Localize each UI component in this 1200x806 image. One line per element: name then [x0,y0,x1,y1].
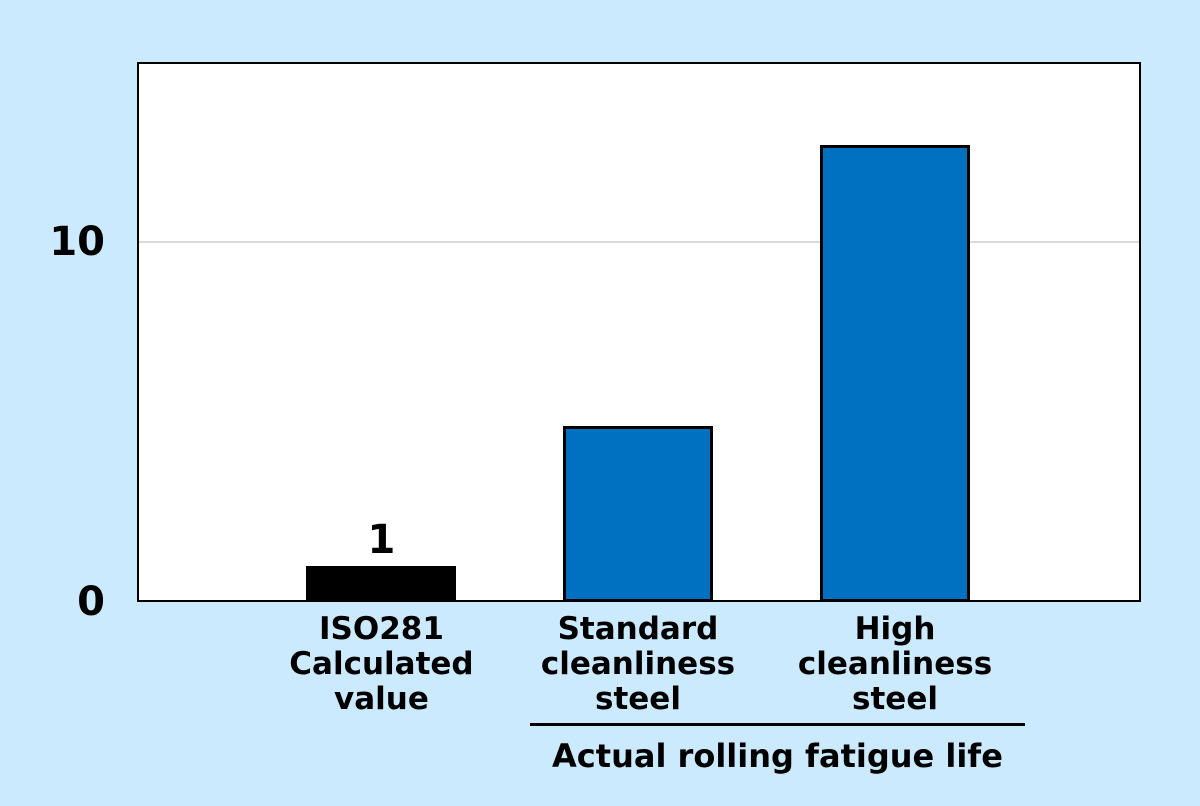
y-axis-tick-label-10: 10 [49,219,105,265]
bar-iso281-calculated-value [306,566,457,602]
bar-value-label-iso281-calculated-value: 1 [367,517,396,563]
bar-standard-cleanliness-steel [562,425,713,602]
gridline-10 [139,241,1139,243]
bar-high-cleanliness-steel [820,144,971,602]
x-axis-category-label-iso281-calculated-value: ISO281 Calculated value [289,611,474,717]
group-annotation-underline [529,723,1026,726]
x-axis-category-label-standard-cleanliness-steel: Standard cleanliness steel [540,611,736,717]
y-axis-tick-label-0: 0 [77,579,105,625]
x-axis-category-label-high-cleanliness-steel: High cleanliness steel [797,611,993,717]
group-annotation-label: Actual rolling fatigue life [552,737,1003,775]
